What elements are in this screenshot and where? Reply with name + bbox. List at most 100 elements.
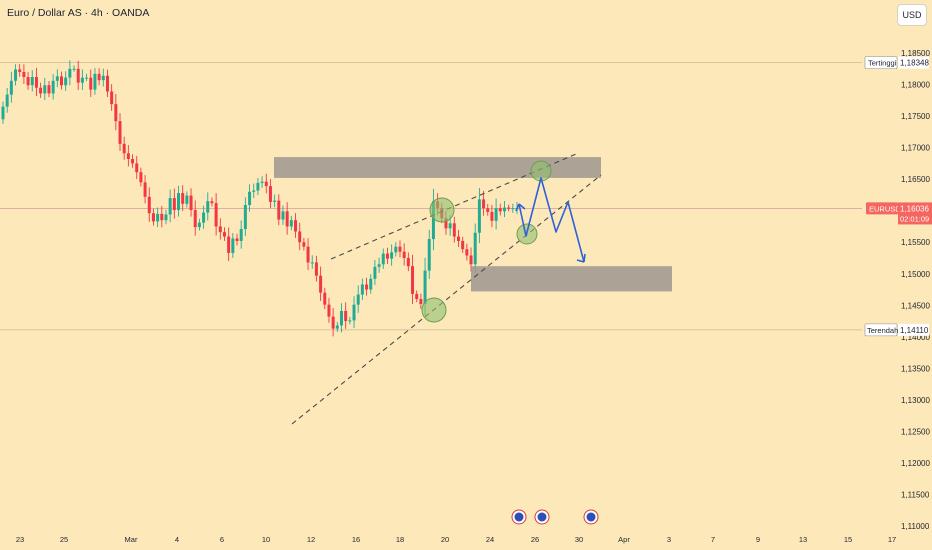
candle-body xyxy=(202,212,206,223)
y-tick-label: 1,14000 xyxy=(901,333,930,342)
candle xyxy=(210,197,214,207)
circle-marker xyxy=(429,197,455,223)
price-axis: 1,18500 1,18000 1,17500 1,17000 1,16500 1,160… xyxy=(862,0,932,550)
candle-body xyxy=(344,310,348,322)
candle xyxy=(189,188,193,217)
projection-arrowhead xyxy=(576,253,586,263)
candle-body xyxy=(5,94,9,107)
candle xyxy=(30,70,34,92)
candle-body xyxy=(461,240,465,250)
symbol-text: EURUSD xyxy=(869,204,901,213)
candle-body xyxy=(110,91,114,105)
label-box xyxy=(864,323,898,337)
candle xyxy=(339,303,343,333)
candle xyxy=(402,243,406,266)
calendar-event-icon xyxy=(534,509,550,525)
candle xyxy=(143,175,147,204)
candle xyxy=(181,185,185,211)
candle-body xyxy=(465,249,469,256)
candle-body xyxy=(494,208,498,221)
candle-body xyxy=(252,190,256,192)
candle xyxy=(390,244,394,266)
candle-body xyxy=(256,182,260,191)
candle xyxy=(365,277,369,296)
candle xyxy=(185,191,189,208)
candle-body xyxy=(118,121,122,144)
candle xyxy=(344,302,348,329)
candle-body xyxy=(139,172,143,183)
candle-body xyxy=(302,242,306,247)
candle xyxy=(427,229,431,279)
y-tick-label: 1,13000 xyxy=(901,396,930,405)
candle-body xyxy=(348,320,352,322)
candle-body xyxy=(147,196,151,214)
candle xyxy=(360,278,364,300)
x-tick-label: 23 xyxy=(16,535,24,544)
candle-body xyxy=(502,207,506,212)
candle-body xyxy=(444,218,448,229)
price-text: 1,16036 xyxy=(900,204,929,213)
candle xyxy=(147,187,151,222)
candle-body xyxy=(369,278,373,290)
candle-body xyxy=(243,205,247,229)
x-tick-label: 13 xyxy=(799,535,807,544)
candle-body xyxy=(373,266,377,279)
candle-body xyxy=(306,246,310,263)
candle-body xyxy=(385,253,389,259)
x-tick-label: 30 xyxy=(575,535,583,544)
candle-body xyxy=(185,195,189,204)
candle xyxy=(369,274,373,294)
candle-body xyxy=(151,213,155,222)
candle xyxy=(456,229,460,247)
candle-body xyxy=(193,210,197,228)
candle xyxy=(431,188,435,251)
candle xyxy=(319,266,323,301)
candle-body xyxy=(235,238,239,241)
candle-body xyxy=(448,223,452,229)
candle xyxy=(72,65,76,72)
candle xyxy=(385,247,389,264)
candle xyxy=(498,203,502,216)
candle xyxy=(235,233,239,246)
candle-body xyxy=(85,77,89,79)
candle xyxy=(327,297,331,323)
x-tick-label: 17 xyxy=(888,535,896,544)
price-axis-background xyxy=(862,0,932,550)
candle xyxy=(373,260,377,285)
candle-body xyxy=(1,106,5,120)
candle xyxy=(452,216,456,243)
candle-body xyxy=(80,77,84,83)
candle-body xyxy=(168,198,172,215)
candle xyxy=(352,296,356,329)
candle xyxy=(93,68,97,95)
x-tick-label: 12 xyxy=(307,535,315,544)
projection-start-arrowhead xyxy=(515,203,526,212)
candle xyxy=(55,69,59,88)
candle-body xyxy=(469,255,473,265)
candle xyxy=(264,173,268,194)
candle-body xyxy=(181,193,185,204)
candle xyxy=(335,321,339,332)
candle-body xyxy=(122,143,126,154)
candle-body xyxy=(218,226,222,233)
candle xyxy=(114,94,118,131)
candle xyxy=(294,213,298,238)
candle-body xyxy=(277,200,281,220)
currency-button[interactable]: USD xyxy=(897,4,927,26)
candle xyxy=(461,236,465,253)
candle xyxy=(281,205,285,225)
candle xyxy=(110,84,114,111)
candle-body xyxy=(114,104,118,122)
candle-body xyxy=(214,203,218,227)
candle xyxy=(227,227,231,262)
candle-body xyxy=(335,325,339,329)
candle xyxy=(197,218,201,231)
candle xyxy=(231,233,235,258)
candle xyxy=(80,69,84,90)
candle-body xyxy=(22,71,26,78)
y-tick-label: 1,16500 xyxy=(901,175,930,184)
low-level-label: Terendah 1,14110 xyxy=(864,323,929,337)
y-tick-label: 1,11000 xyxy=(901,522,930,531)
